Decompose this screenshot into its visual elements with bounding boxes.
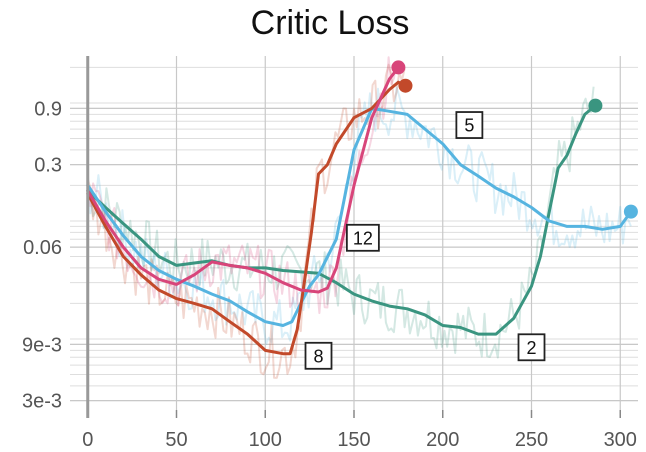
series-label-text: 5 — [464, 116, 474, 136]
y-tick-label: 0.3 — [34, 155, 62, 177]
x-tick-label: 0 — [82, 429, 93, 451]
series-label-text: 8 — [313, 346, 323, 366]
series-5-line — [86, 106, 633, 327]
series-8-line — [86, 80, 407, 356]
x-tick-label: 150 — [337, 429, 370, 451]
series-2-endpoint — [588, 98, 603, 113]
chart-title: Critic Loss — [251, 4, 410, 42]
x-tick-label: 50 — [165, 429, 187, 451]
series-label-text: 2 — [526, 338, 536, 358]
series-label-8: 8 — [304, 341, 333, 370]
x-tick-label: 200 — [426, 429, 459, 451]
series-12-raw-trace — [86, 56, 398, 315]
series-12-endpoint — [391, 60, 406, 75]
series-label-12: 12 — [345, 223, 380, 252]
y-tick-label: 3e-3 — [22, 391, 62, 413]
series-label-box — [304, 341, 333, 370]
series-label-text: 12 — [353, 228, 373, 248]
x-tick-label: 100 — [249, 429, 282, 451]
series-label-2: 2 — [517, 333, 546, 362]
y-tick-label: 0.06 — [23, 237, 62, 259]
y-tick-label: 9e-3 — [22, 334, 62, 356]
series-layer — [86, 65, 633, 356]
series-label-box — [345, 223, 380, 252]
x-tick-label: 300 — [604, 429, 637, 451]
axes: 0 50 100 150 200 250 300 3e-3 9e-3 0.06 0.3 0.9 — [22, 56, 637, 451]
y-tick-label: 0.9 — [34, 98, 62, 120]
endpoint-layer — [391, 60, 638, 219]
series-labels: 5 12 8 2 — [304, 111, 546, 370]
series-label-box — [517, 333, 546, 362]
series-12-line — [86, 65, 400, 294]
series-8-endpoint — [398, 78, 413, 93]
series-label-box — [455, 111, 484, 139]
x-tick-label: 250 — [515, 429, 548, 451]
series-5-endpoint — [623, 204, 638, 219]
series-label-5: 5 — [455, 111, 484, 139]
series-2-line — [86, 104, 597, 336]
